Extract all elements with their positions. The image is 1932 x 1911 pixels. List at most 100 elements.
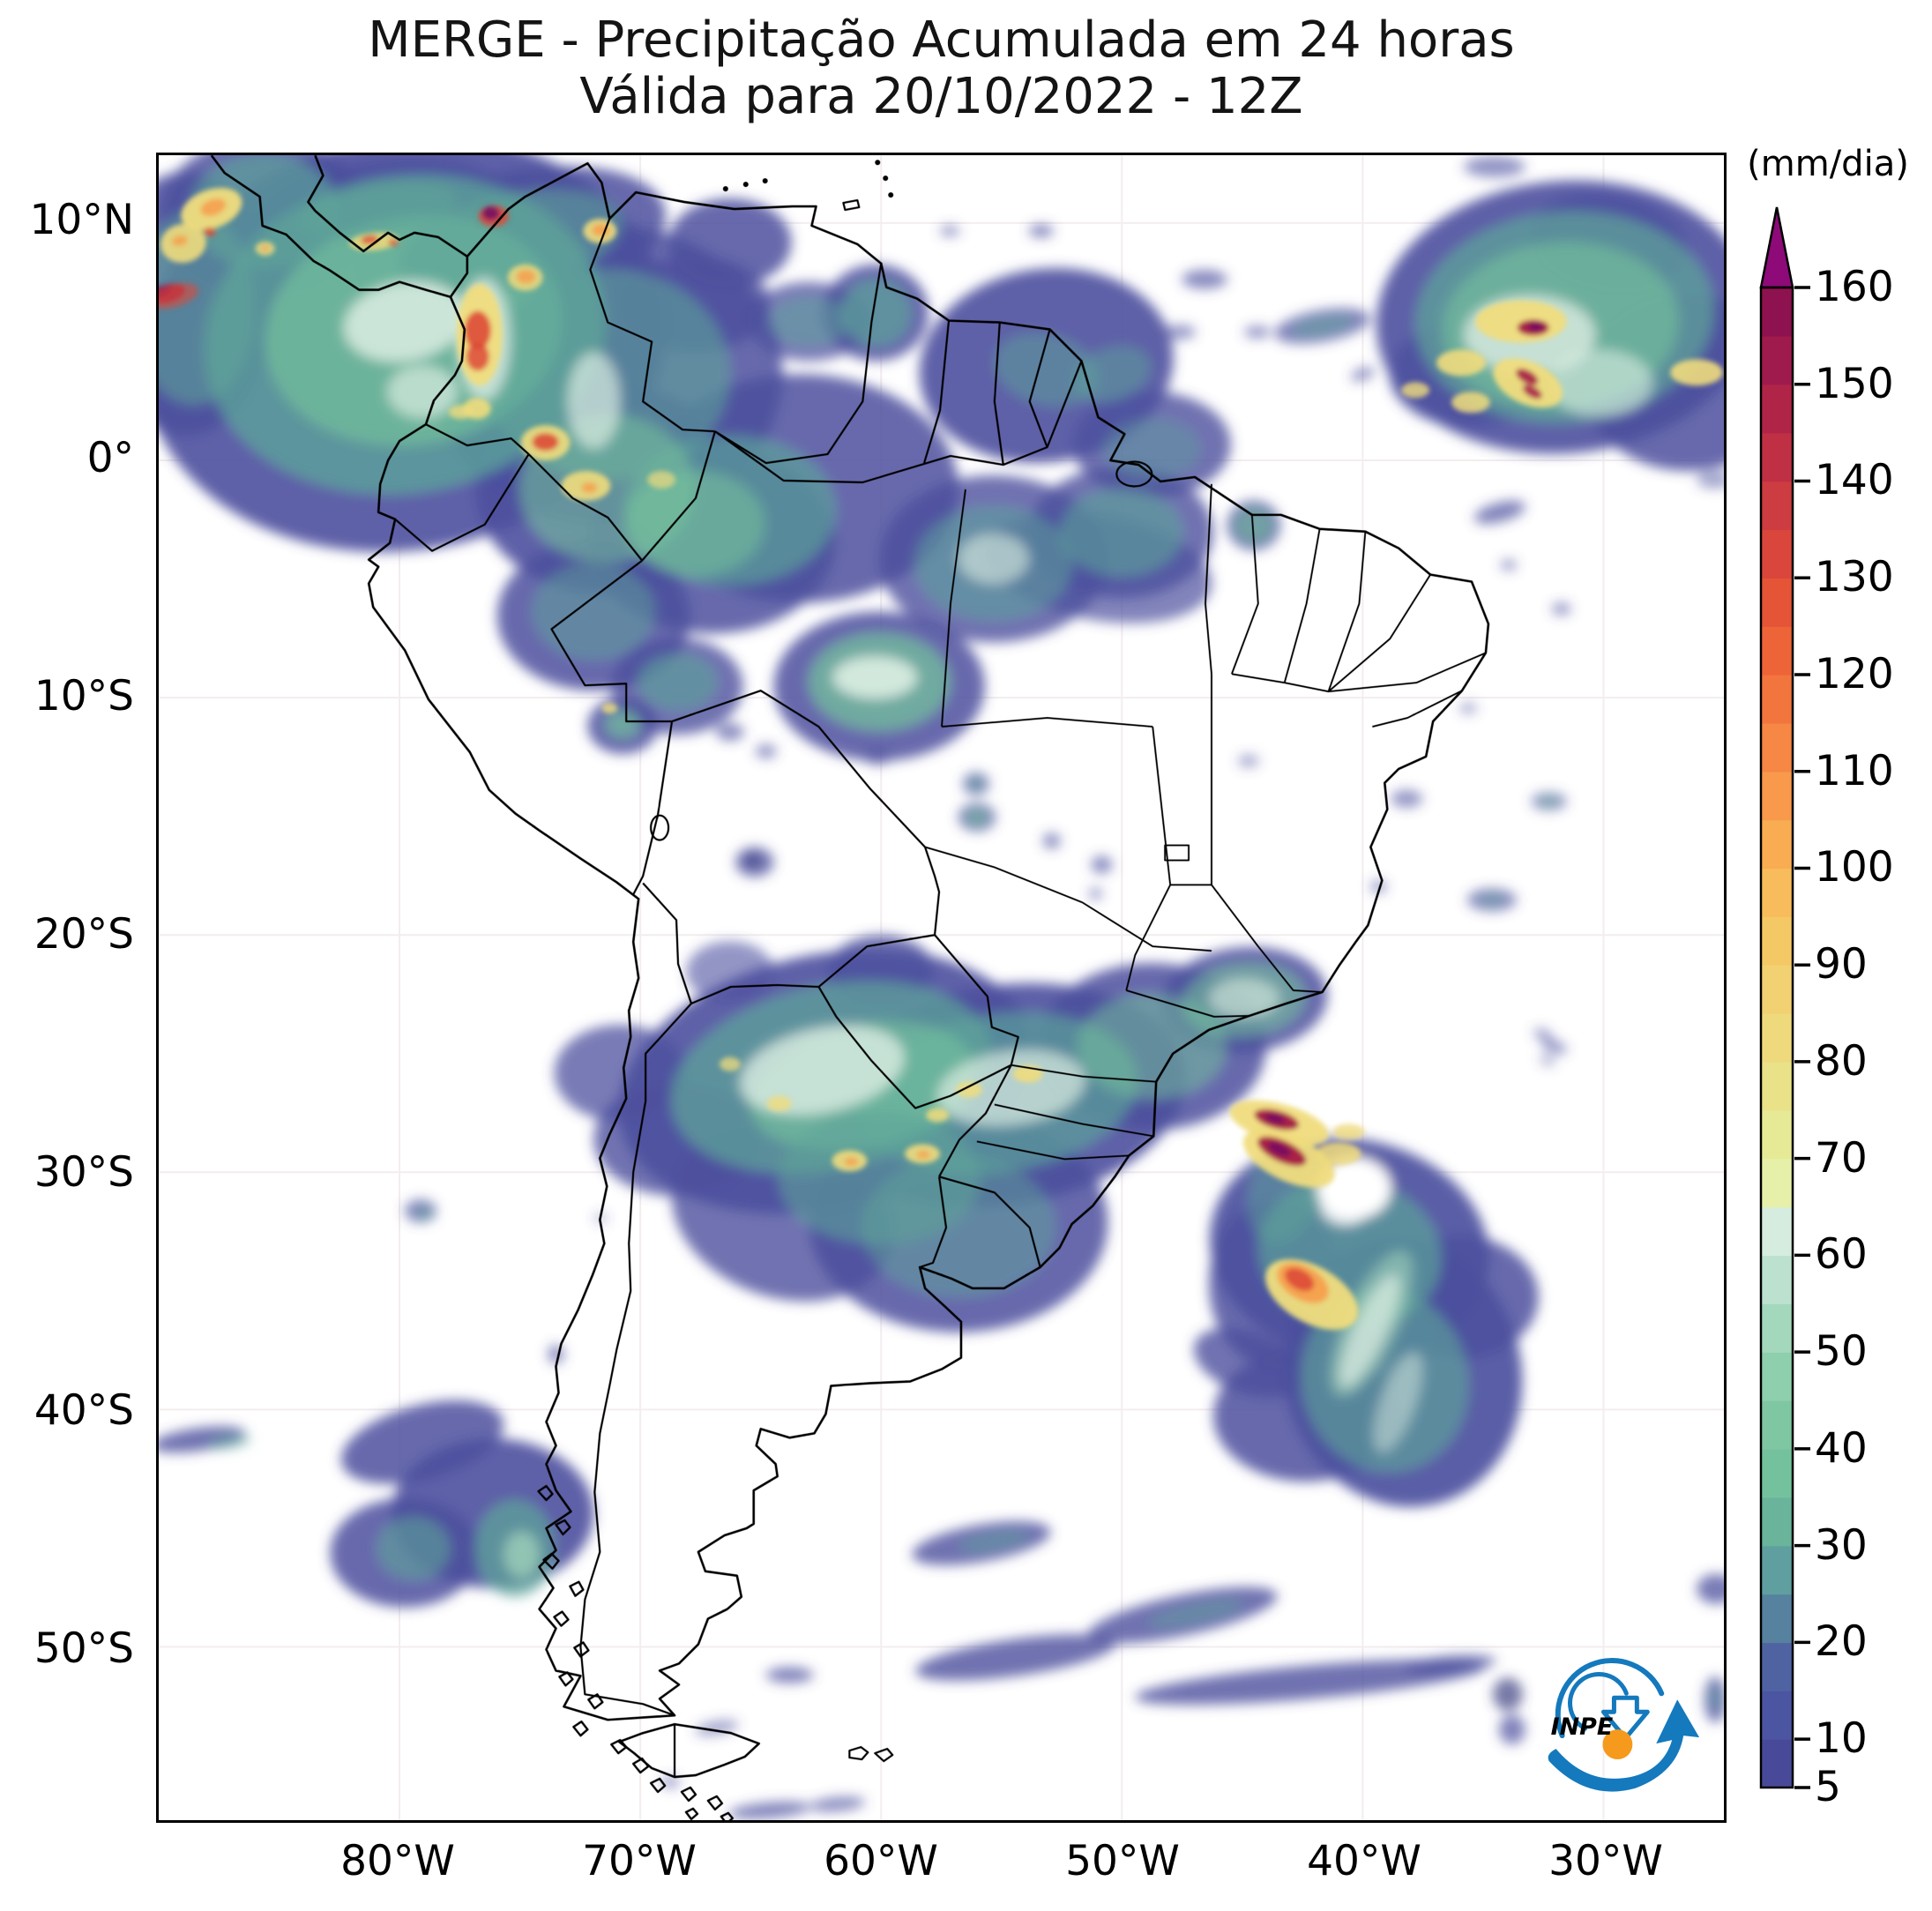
precipitation-blob xyxy=(958,534,1029,584)
colorbar-tick-label: 40 xyxy=(1815,1423,1868,1473)
precipitation-blob xyxy=(1103,418,1201,480)
precipitation-blob xyxy=(1547,349,1653,417)
south-america-coast xyxy=(367,161,1490,1721)
precipitation-blob xyxy=(200,198,227,216)
colorbar-tick-label: 5 xyxy=(1815,1763,1841,1811)
lon-tick-label: 70°W xyxy=(582,1837,697,1885)
precipitation-blob xyxy=(1474,300,1567,343)
precipitation-blob xyxy=(1077,993,1227,1100)
precipitation-blob xyxy=(1320,1186,1370,1226)
precipitation-blob xyxy=(1710,1685,1721,1711)
colorbar-band xyxy=(1761,1158,1793,1208)
precipitation-blob xyxy=(504,1531,540,1578)
precipitation-blob xyxy=(940,225,959,236)
colorbar-band xyxy=(1761,722,1793,773)
precipitation-blob xyxy=(1164,325,1197,340)
precipitation-blob xyxy=(1492,1677,1523,1712)
precipitation-blob xyxy=(809,1796,866,1812)
coastline xyxy=(210,155,1490,1820)
colorbar-tick-label: 80 xyxy=(1815,1036,1868,1086)
precipitation-blob xyxy=(959,1531,1029,1552)
precipitation-blob xyxy=(968,776,983,791)
tierra-del-fuego-coast xyxy=(617,1722,760,1779)
precipitation-blob xyxy=(865,749,891,765)
inpe-logo: INPE xyxy=(1548,1658,1700,1792)
colorbar-band xyxy=(1761,1545,1793,1595)
colorbar-band xyxy=(1761,916,1793,966)
colorbar-tick-label: 130 xyxy=(1815,553,1894,602)
precipitation-blob xyxy=(532,433,559,452)
precipitation-blob xyxy=(1670,359,1724,386)
state-borders xyxy=(924,483,1487,1161)
colorbar-tick-label: 100 xyxy=(1815,843,1894,892)
precipitation-blob xyxy=(916,1150,931,1160)
lon-tick-label: 30°W xyxy=(1548,1837,1663,1885)
colorbar-band xyxy=(1761,1255,1793,1304)
precipitation-blob xyxy=(936,1049,1085,1126)
lat-tick-label: 10°S xyxy=(34,671,134,720)
colorbar-tick-label: 90 xyxy=(1815,940,1868,989)
precipitation-blob xyxy=(1234,507,1273,543)
chart-title-line2: Válida para 20/10/2022 - 12Z xyxy=(579,68,1303,125)
colorbar-band xyxy=(1761,481,1793,531)
precipitation-blob xyxy=(727,1802,811,1819)
colorbar-band xyxy=(1761,1642,1793,1691)
precipitation-blob xyxy=(387,365,458,419)
colorbar-tick-label: 20 xyxy=(1815,1617,1868,1667)
colorbar-band xyxy=(1761,819,1793,870)
precipitation-blob xyxy=(1089,887,1102,900)
precipitation-field-soft xyxy=(159,155,1724,1819)
precipitation-blob xyxy=(1401,382,1430,399)
precipitation-blob xyxy=(1516,369,1539,385)
precipitation-blob xyxy=(466,342,489,371)
distrito-federal-outline xyxy=(1164,844,1190,862)
precipitation-blob xyxy=(207,1434,251,1450)
precipitation-blob xyxy=(172,235,188,246)
precipitation-blob xyxy=(300,181,458,239)
inpe-logo-down-arrow xyxy=(1600,1695,1650,1741)
precipitation-blob xyxy=(1315,1142,1361,1166)
country-borders xyxy=(394,218,1083,1777)
precipitation-blob xyxy=(1479,894,1504,906)
precipitation-blob xyxy=(740,1025,905,1116)
precipitation-blob xyxy=(926,1108,949,1123)
precipitation-blob xyxy=(159,282,199,310)
inpe-logo-inner-swirl xyxy=(1568,1672,1629,1731)
precipitation-blob xyxy=(1473,500,1525,524)
precipitation-blob xyxy=(481,205,500,220)
precipitation-blob xyxy=(448,405,474,420)
inpe-logo-text: INPE xyxy=(1551,1713,1614,1741)
lat-tick-label: 40°S xyxy=(34,1385,134,1435)
south-america-map: INPE xyxy=(159,155,1724,1820)
chart-title: MERGE - Precipitação Acumulada em 24 hor… xyxy=(156,12,1727,125)
map-plot-area: INPE xyxy=(156,153,1727,1823)
precipitation-blob xyxy=(1059,488,1183,577)
lat-tick-label: 0° xyxy=(86,433,134,482)
colorbar-band xyxy=(1761,335,1793,385)
precipitation-blob xyxy=(1332,1123,1365,1140)
lon-tick-label: 40°W xyxy=(1307,1837,1421,1885)
colorbar xyxy=(1759,206,1810,1789)
fjord-texture xyxy=(537,1484,734,1820)
colorbar-over-arrow xyxy=(1759,206,1794,289)
inpe-logo-orange-ball xyxy=(1602,1729,1633,1760)
precipitation-blob xyxy=(416,1207,432,1221)
precipitation-blob xyxy=(532,563,656,661)
precipitation-blob xyxy=(1339,1274,1400,1387)
colorbar-unit-label: (mm/dia) xyxy=(1747,144,1909,184)
precipitation-blob xyxy=(1522,384,1542,399)
lat-tick-label: 50°S xyxy=(34,1624,134,1673)
inpe-logo-swoosh-arrow xyxy=(1548,1699,1700,1792)
colorbar-band xyxy=(1761,1594,1793,1644)
precipitation-blob xyxy=(1498,1714,1525,1745)
colorbar-tick-label: 120 xyxy=(1815,649,1894,698)
colorbar-tick-label: 60 xyxy=(1815,1230,1868,1280)
lat-tick-label: 30°S xyxy=(34,1147,134,1197)
precipitation-blob xyxy=(605,710,641,738)
precipitation-blob xyxy=(840,279,912,347)
colorbar-tick-label: 140 xyxy=(1815,456,1894,505)
lon-tick-label: 50°W xyxy=(1065,1837,1180,1885)
precipitation-blob xyxy=(844,1157,859,1167)
central-america-coast xyxy=(210,155,468,298)
precipitation-blob xyxy=(1500,559,1517,571)
